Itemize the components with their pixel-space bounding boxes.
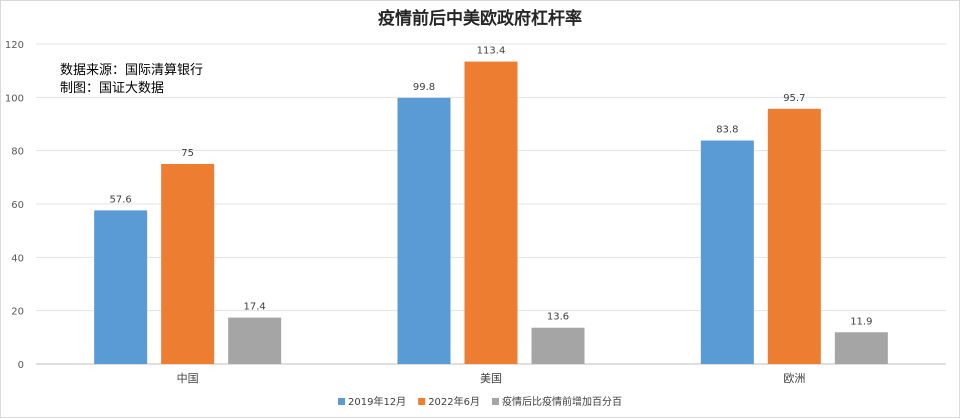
data-label: 11.9 [850,316,872,327]
x-tick-label: 美国 [480,372,502,385]
bar [700,140,754,364]
annotation-source: 数据来源：国际清算银行 [60,63,203,78]
bar [531,327,585,364]
chart-title: 疫情前后中美欧政府杠杆率 [378,8,582,29]
legend-swatch [418,398,426,405]
bar [161,164,215,364]
x-tick-label: 中国 [177,372,199,385]
data-labels: 57.6 75 17.4 99.8 113.4 13.6 83.8 95.7 11.9 [110,46,873,328]
bar [834,332,888,364]
data-label: 75 [181,148,194,159]
data-label: 83.8 [716,125,738,136]
bar [94,210,148,364]
y-tick-label: 0 [18,360,24,371]
legend: 2019年12月 2022年6月 疫情后比疫情前增加百分百 [338,395,622,408]
legend-label: 疫情后比疫情前增加百分百 [502,395,622,408]
bar [767,108,821,364]
annotation-credit: 制图：国证大数据 [60,81,164,96]
legend-swatch [338,398,345,405]
data-label: 57.6 [110,194,132,205]
legend-item: 2022年6月 [418,395,480,408]
data-label: 13.6 [547,312,569,323]
legend-item: 2019年12月 [338,395,406,408]
legend-item: 疫情后比疫情前增加百分百 [492,395,622,408]
bar [397,97,451,364]
y-tick-label: 40 [11,253,24,264]
data-label: 17.4 [244,302,266,313]
bar [464,61,518,364]
legend-label: 2019年12月 [348,395,406,408]
bar [228,317,282,364]
y-tick-label: 80 [11,147,24,158]
y-tick-label: 100 [5,93,24,104]
data-label: 99.8 [413,82,435,93]
y-tick-label: 60 [11,200,24,211]
x-tick-label: 欧洲 [783,372,805,385]
legend-swatch [492,398,499,405]
y-axis-tick-labels: 0 20 40 60 80 100 120 [5,40,24,371]
bars [94,61,888,364]
data-label: 95.7 [783,93,805,104]
x-axis-tick-labels: 中国 美国 欧洲 [177,372,806,385]
y-tick-label: 120 [5,40,24,51]
legend-label: 2022年6月 [428,395,480,408]
y-tick-label: 20 [11,307,24,318]
data-label: 113.4 [477,46,506,57]
